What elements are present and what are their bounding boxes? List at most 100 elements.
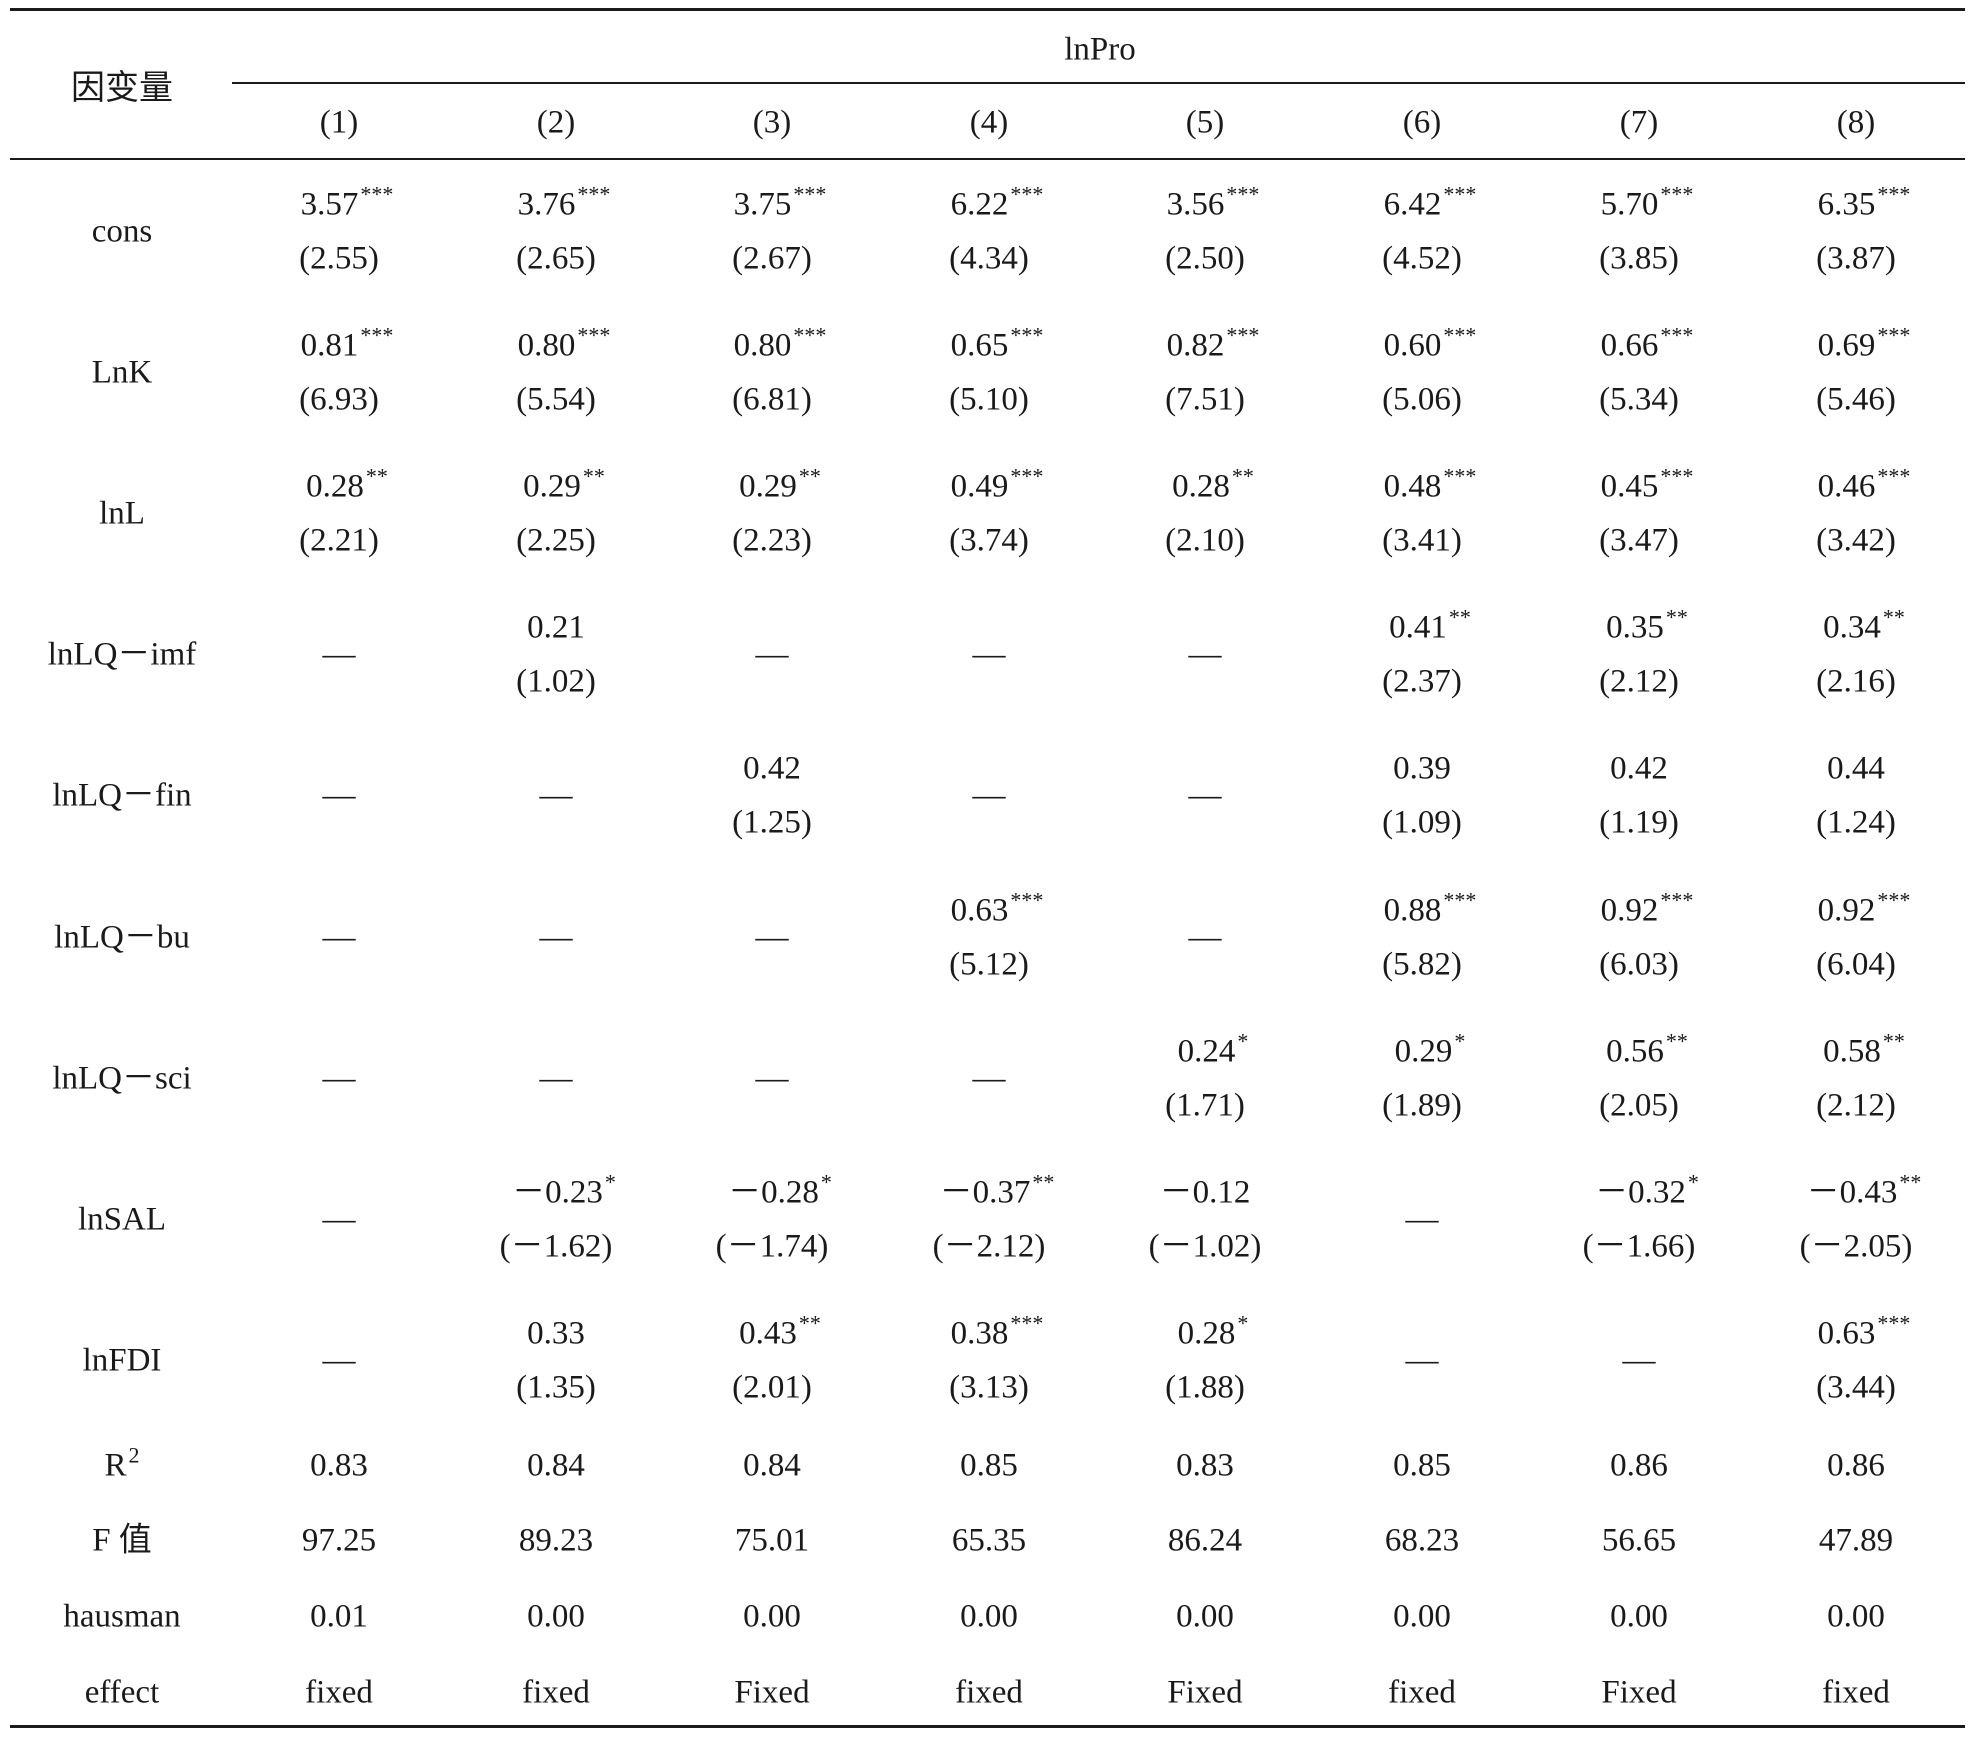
empty-cell-dash: — <box>539 919 573 956</box>
coefficient-value: －0.23 <box>512 1174 603 1211</box>
stat-value: 0.00 <box>743 1598 801 1635</box>
coefficient: 0.48*** <box>1384 465 1477 504</box>
coefficient-value: 5.70 <box>1600 186 1659 223</box>
significance-stars: *** <box>1660 322 1694 348</box>
coefficient-value: 0.46 <box>1817 468 1876 505</box>
t-statistic: (4.52) <box>1382 240 1462 277</box>
coefficient-value: 3.56 <box>1166 186 1225 223</box>
t-statistic: (－2.05) <box>1799 1228 1913 1265</box>
t-statistic: (2.21) <box>299 522 379 559</box>
coefficient-value: 3.57 <box>300 186 359 223</box>
t-statistic: (2.50) <box>1165 240 1245 277</box>
significance-stars: *** <box>1877 1310 1911 1336</box>
stat-value: 0.83 <box>310 1447 368 1484</box>
coefficient: 0.80*** <box>734 324 827 363</box>
significance-stars: * <box>1237 1028 1249 1054</box>
coefficient-value: 0.29 <box>523 468 581 505</box>
stat-value: 0.00 <box>960 1598 1018 1635</box>
significance-stars: ** <box>1665 604 1688 630</box>
row-label: lnFDI <box>82 1342 162 1379</box>
column-header: (1) <box>319 104 359 141</box>
coefficient-value: 0.42 <box>743 750 801 787</box>
coefficient: 3.56*** <box>1166 183 1260 223</box>
t-statistic: (2.55) <box>299 240 379 277</box>
coefficient: 0.28** <box>1172 465 1254 504</box>
empty-cell-dash: — <box>755 919 789 956</box>
significance-stars: ** <box>1032 1169 1055 1195</box>
coefficient-value: 0.44 <box>1827 750 1885 787</box>
coefficient: 0.80*** <box>518 324 611 363</box>
empty-cell-dash: — <box>322 777 356 814</box>
t-statistic: (1.35) <box>516 1369 596 1406</box>
empty-cell-dash: — <box>322 636 356 673</box>
coefficient: 0.42 <box>743 750 801 787</box>
coefficient-value: 6.35 <box>1817 186 1876 223</box>
coefficient-value: 0.49 <box>950 468 1009 505</box>
empty-cell-dash: — <box>972 636 1006 673</box>
coefficient: 0.69*** <box>1818 324 1911 363</box>
stat-label: R2 <box>104 1444 139 1483</box>
stat-value: 86.24 <box>1167 1522 1243 1559</box>
t-statistic: (2.16) <box>1816 663 1896 700</box>
stat-value: fixed <box>955 1674 1023 1711</box>
t-statistic: (6.93) <box>299 381 379 418</box>
row-label: lnLQ－fin <box>52 777 192 814</box>
t-statistic: (5.46) <box>1816 381 1896 418</box>
t-statistic: (－1.62) <box>499 1228 613 1265</box>
t-statistic: (2.10) <box>1165 522 1245 559</box>
stat-value: 0.00 <box>527 1598 585 1635</box>
coefficient: －0.23* <box>512 1171 616 1211</box>
t-statistic: (5.82) <box>1382 946 1462 983</box>
stat-value: Fixed <box>1601 1674 1677 1711</box>
stat-value: 0.84 <box>743 1447 801 1484</box>
significance-stars: *** <box>1877 181 1911 207</box>
stat-value: 0.86 <box>1610 1447 1668 1484</box>
t-statistic: (1.24) <box>1816 804 1896 841</box>
significance-stars: * <box>1687 1169 1699 1195</box>
t-statistic: (3.13) <box>949 1369 1029 1406</box>
significance-stars: *** <box>360 181 394 207</box>
stat-value: 47.89 <box>1818 1522 1894 1559</box>
t-statistic: (2.25) <box>516 522 596 559</box>
t-statistic: (－1.66) <box>1582 1228 1696 1265</box>
significance-stars: ** <box>798 463 821 489</box>
empty-cell-dash: — <box>1405 1342 1439 1379</box>
stat-value: 0.01 <box>310 1598 368 1635</box>
coefficient: －0.32* <box>1595 1171 1699 1210</box>
stat-value: Fixed <box>1167 1674 1243 1711</box>
bottom-rule <box>10 1725 1965 1728</box>
row-label: lnL <box>99 495 145 532</box>
stat-value: 65.35 <box>951 1522 1027 1559</box>
stat-value: 97.25 <box>301 1522 377 1559</box>
significance-stars: ** <box>798 1310 821 1336</box>
coefficient-value: 0.65 <box>950 327 1009 364</box>
coefficient-value: 3.75 <box>733 186 792 223</box>
row-label: LnK <box>91 354 153 391</box>
coefficient-value: 6.22 <box>950 186 1009 223</box>
coefficient-value: 0.58 <box>1823 1033 1881 1070</box>
coefficient-value: －0.37 <box>939 1174 1031 1211</box>
coefficient: 0.44 <box>1827 750 1885 787</box>
empty-cell-dash: — <box>755 636 789 673</box>
coefficient: 5.70*** <box>1600 183 1694 223</box>
t-statistic: (4.34) <box>949 240 1029 277</box>
t-statistic: (2.01) <box>732 1369 812 1406</box>
coefficient: 0.58** <box>1823 1030 1905 1070</box>
coefficient: 0.88*** <box>1384 889 1477 928</box>
coefficient-value: 6.42 <box>1383 186 1442 223</box>
empty-cell-dash: — <box>322 1201 356 1238</box>
stat-value: 56.65 <box>1601 1522 1677 1559</box>
coefficient-value: 3.76 <box>517 186 576 223</box>
column-header: (2) <box>536 104 576 141</box>
empty-cell-dash: — <box>322 1060 356 1097</box>
t-statistic: (1.09) <box>1382 804 1462 841</box>
significance-stars: *** <box>1010 322 1044 348</box>
significance-stars: *** <box>1877 463 1911 489</box>
significance-stars: *** <box>1660 463 1694 489</box>
coefficient-value: 0.56 <box>1606 1033 1664 1070</box>
t-statistic: (3.87) <box>1816 240 1896 277</box>
coefficient: －0.43** <box>1807 1171 1922 1210</box>
coefficient: 0.65*** <box>950 324 1044 364</box>
coefficient-value: －0.12 <box>1159 1174 1251 1211</box>
coefficient-value: 0.92 <box>1817 892 1876 929</box>
